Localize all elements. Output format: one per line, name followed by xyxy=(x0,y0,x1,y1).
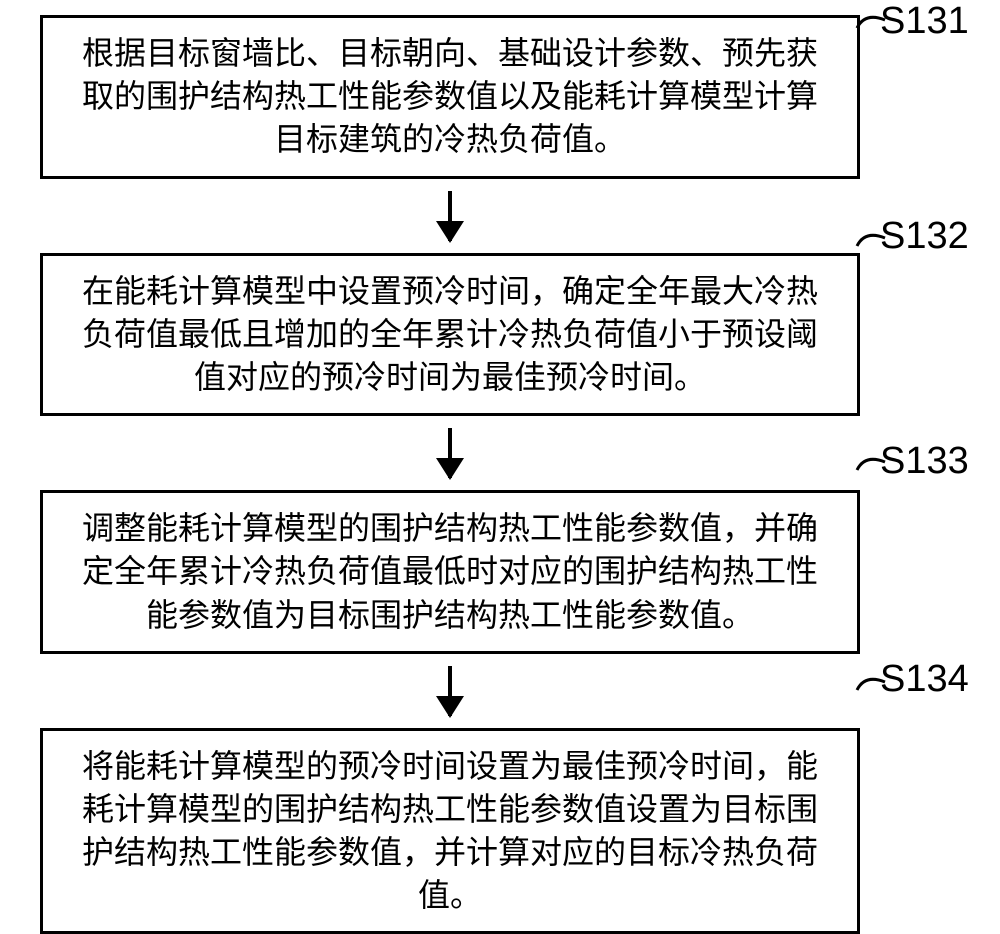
step-text: 将能耗计算模型的预冷时间设置为最佳预冷时间，能耗计算模型的围护结构热工性能参数值… xyxy=(71,745,829,918)
step-label-s134: S134 xyxy=(880,658,969,701)
step-box-s134: 将能耗计算模型的预冷时间设置为最佳预冷时间，能耗计算模型的围护结构热工性能参数值… xyxy=(40,728,860,934)
arrow-gap-1 xyxy=(40,179,860,253)
step-box-s133: 调整能耗计算模型的围护结构热工性能参数值，并确定全年累计冷热负荷值最低时对应的围… xyxy=(40,490,860,654)
arrow-down-icon xyxy=(448,666,452,716)
step-text: 根据目标窗墙比、目标朝向、基础设计参数、预先获取的围护结构热工性能参数值以及能耗… xyxy=(71,32,829,162)
step-box-s131: 根据目标窗墙比、目标朝向、基础设计参数、预先获取的围护结构热工性能参数值以及能耗… xyxy=(40,15,860,179)
arrow-gap-3 xyxy=(40,654,860,728)
step-label-s131: S131 xyxy=(880,0,969,43)
step-text: 调整能耗计算模型的围护结构热工性能参数值，并确定全年累计冷热负荷值最低时对应的围… xyxy=(71,507,829,637)
flowchart-container: 根据目标窗墙比、目标朝向、基础设计参数、预先获取的围护结构热工性能参数值以及能耗… xyxy=(40,15,860,934)
arrow-gap-2 xyxy=(40,416,860,490)
arrow-down-icon xyxy=(448,428,452,478)
step-label-s132: S132 xyxy=(880,215,969,258)
step-label-s133: S133 xyxy=(880,440,969,483)
step-box-s132: 在能耗计算模型中设置预冷时间，确定全年最大冷热负荷值最低且增加的全年累计冷热负荷… xyxy=(40,253,860,417)
step-text: 在能耗计算模型中设置预冷时间，确定全年最大冷热负荷值最低且增加的全年累计冷热负荷… xyxy=(71,270,829,400)
arrow-down-icon xyxy=(448,191,452,241)
